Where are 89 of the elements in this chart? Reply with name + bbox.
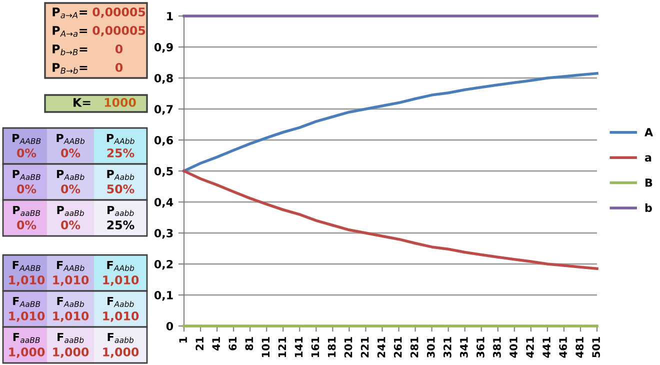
- text: F$_{AaBb}$: [57, 296, 84, 307]
- x-tick-label: 161: [311, 337, 320, 357]
- legend-label: B: [645, 178, 652, 187]
- line-series: [182, 72, 598, 172]
- x-tick-label: 41: [212, 337, 220, 350]
- text: P$_{A→a}$=: [52, 26, 88, 37]
- text: 0%: [61, 220, 80, 230]
- text: F$_{aaBb}$: [58, 332, 84, 343]
- text: 0%: [61, 184, 80, 194]
- text: F$_{aaBB}$: [13, 332, 40, 343]
- x-tick-label: 301: [426, 337, 435, 358]
- x-tick-label: 501: [592, 337, 600, 358]
- y-tick-label: 0,8: [154, 74, 173, 84]
- x-tick-label: 321: [443, 337, 452, 358]
- y-tick-label: 0,6: [154, 136, 173, 146]
- text: F$_{Aabb}$: [108, 296, 134, 307]
- text: F$_{AAbb}$: [107, 260, 134, 271]
- x-tick-label: 281: [410, 337, 418, 358]
- text: P$_{Aabb}$: [107, 170, 134, 180]
- y-tick-label: 0,9: [154, 42, 173, 53]
- text: F$_{aabb}$: [108, 332, 134, 343]
- text: P$_{aaBB}$: [13, 206, 40, 216]
- text: 0%: [17, 148, 36, 158]
- y-tick-label: 0,7: [154, 104, 173, 115]
- text: P$_{AaBB}$: [12, 170, 40, 180]
- text: P$_{AABb}$: [56, 134, 85, 144]
- text: 50%: [107, 184, 134, 194]
- x-tick-label: 341: [460, 337, 468, 358]
- text: P$_{AAbb}$: [106, 134, 134, 144]
- x-tick-label: 361: [476, 337, 484, 358]
- text: 1000: [104, 98, 136, 107]
- y-tick-label: 0,2: [154, 260, 173, 270]
- x-tick-label: 401: [510, 337, 518, 358]
- x-tick-label: 1: [179, 337, 187, 342]
- y-tick-label: 0,1: [154, 290, 173, 301]
- x-tick-label: 481: [576, 337, 584, 358]
- text: 1,010: [103, 311, 139, 322]
- x-tick-label: 461: [559, 337, 567, 358]
- y-tick-label: 0,5: [154, 166, 173, 177]
- text: 0%: [61, 148, 80, 158]
- text: P$_{aabb}$: [108, 206, 134, 216]
- x-tick-label: 121: [278, 337, 286, 357]
- text: F$_{AABB}$: [12, 260, 40, 271]
- legend-label: a: [644, 155, 652, 162]
- y-tick-label: 0: [166, 322, 174, 330]
- text: 1,010: [9, 275, 45, 286]
- x-tick-label: 241: [377, 337, 386, 358]
- text: 1,010: [53, 275, 89, 286]
- text: P$_{b→B}$=: [52, 44, 88, 56]
- legend-label: b: [645, 203, 652, 212]
- x-tick-label: 181: [328, 337, 336, 357]
- x-tick-label: 61: [228, 337, 237, 350]
- text: P$_{aaBb}$: [57, 206, 84, 216]
- text: P$_{a→A}$=: [52, 8, 88, 18]
- line-series: [182, 170, 598, 270]
- text: 1,000: [9, 347, 45, 358]
- x-tick-label: 261: [394, 337, 402, 358]
- text: 1,010: [9, 311, 45, 322]
- x-tick-label: 21: [196, 337, 204, 350]
- text: 0: [115, 62, 123, 72]
- legend-label: A: [644, 128, 654, 136]
- text: 25%: [107, 148, 134, 158]
- x-tick-label: 81: [245, 337, 254, 350]
- text: P$_{AABB}$: [12, 134, 41, 144]
- text: 0%: [17, 184, 36, 194]
- x-tick-label: 221: [360, 337, 369, 358]
- text: F$_{AABb}$: [57, 260, 84, 271]
- x-tick-label: 201: [344, 337, 352, 358]
- text: F$_{AaBB}$: [13, 296, 40, 307]
- text: 1,000: [103, 347, 139, 358]
- text: 1,010: [103, 275, 139, 286]
- text: K=: [74, 98, 90, 107]
- text: 1,010: [53, 311, 89, 322]
- text: 0,00005: [92, 26, 146, 36]
- text: P$_{AaBb}$: [57, 170, 84, 180]
- x-tick-label: 421: [526, 337, 534, 358]
- y-tick-label: 0,3: [154, 228, 173, 239]
- text: P$_{B→b}$=: [52, 63, 88, 74]
- x-tick-label: 381: [493, 337, 501, 358]
- text: 0: [115, 44, 123, 54]
- y-tick-label: 1: [167, 12, 173, 20]
- x-tick-label: 441: [542, 337, 550, 358]
- text: 0%: [17, 220, 36, 230]
- y-tick-label: 0,4: [154, 198, 174, 208]
- x-tick-label: 101: [262, 337, 270, 357]
- text: 25%: [107, 220, 134, 230]
- text: 1,000: [53, 347, 89, 358]
- x-tick-label: 141: [294, 337, 303, 357]
- text: 0,00005: [92, 7, 146, 18]
